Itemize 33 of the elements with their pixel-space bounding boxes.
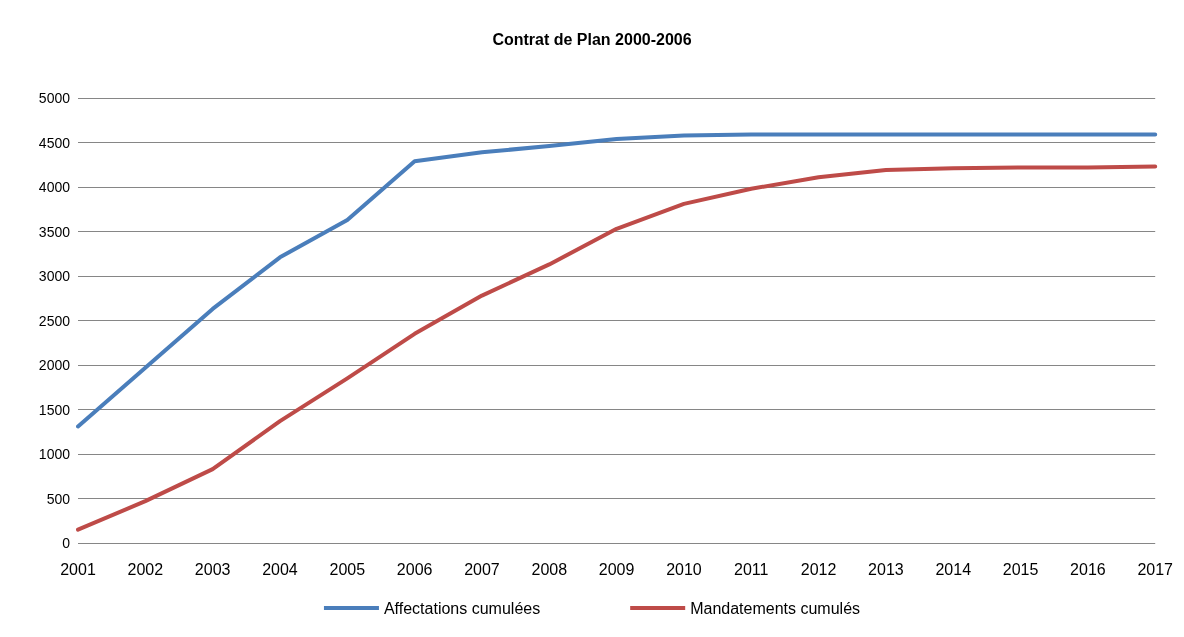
x-tick-label: 2015 <box>1002 560 1039 578</box>
x-tick-label: 2016 <box>1070 560 1106 578</box>
y-tick-label: 2000 <box>38 357 71 373</box>
y-tick-label: 1500 <box>38 401 71 418</box>
legend-label: Mandatements cumulés <box>690 599 861 617</box>
line-series <box>76 132 1158 429</box>
x-tick-label: 2002 <box>127 560 164 578</box>
x-tick-label: 2009 <box>598 560 635 578</box>
x-tick-label: 2012 <box>800 560 837 578</box>
x-tick-label: 2017 <box>1137 560 1174 578</box>
line-series <box>76 164 1158 532</box>
x-tick-label: 2004 <box>262 560 298 578</box>
legend-label: Affectations cumulées <box>383 599 541 617</box>
y-tick-label: 2500 <box>38 312 71 329</box>
y-tick-label: 4500 <box>38 134 71 151</box>
x-tick-label: 2006 <box>396 560 433 578</box>
y-tick-label: 500 <box>46 490 71 507</box>
chart-title: Contrat de Plan 2000-2006 <box>492 30 692 48</box>
y-tick-label: 5000 <box>38 90 71 106</box>
x-tick-label: 2011 <box>734 560 769 578</box>
x-tick-label: 2003 <box>194 560 231 578</box>
y-tick-label: 3500 <box>38 223 71 240</box>
x-tick-label: 2014 <box>935 560 972 578</box>
x-tick-label: 2013 <box>868 560 904 578</box>
x-tick-label: 2008 <box>531 560 568 578</box>
x-tick-label: 2010 <box>666 560 702 578</box>
x-tick-label: 2005 <box>329 560 366 578</box>
x-tick-label: 2007 <box>464 560 500 578</box>
y-tick-label: 0 <box>62 535 71 551</box>
y-tick-label: 3000 <box>38 268 71 284</box>
y-tick-label: 4000 <box>38 179 71 195</box>
x-tick-label: 2001 <box>60 560 96 578</box>
y-tick-label: 1000 <box>38 446 71 462</box>
